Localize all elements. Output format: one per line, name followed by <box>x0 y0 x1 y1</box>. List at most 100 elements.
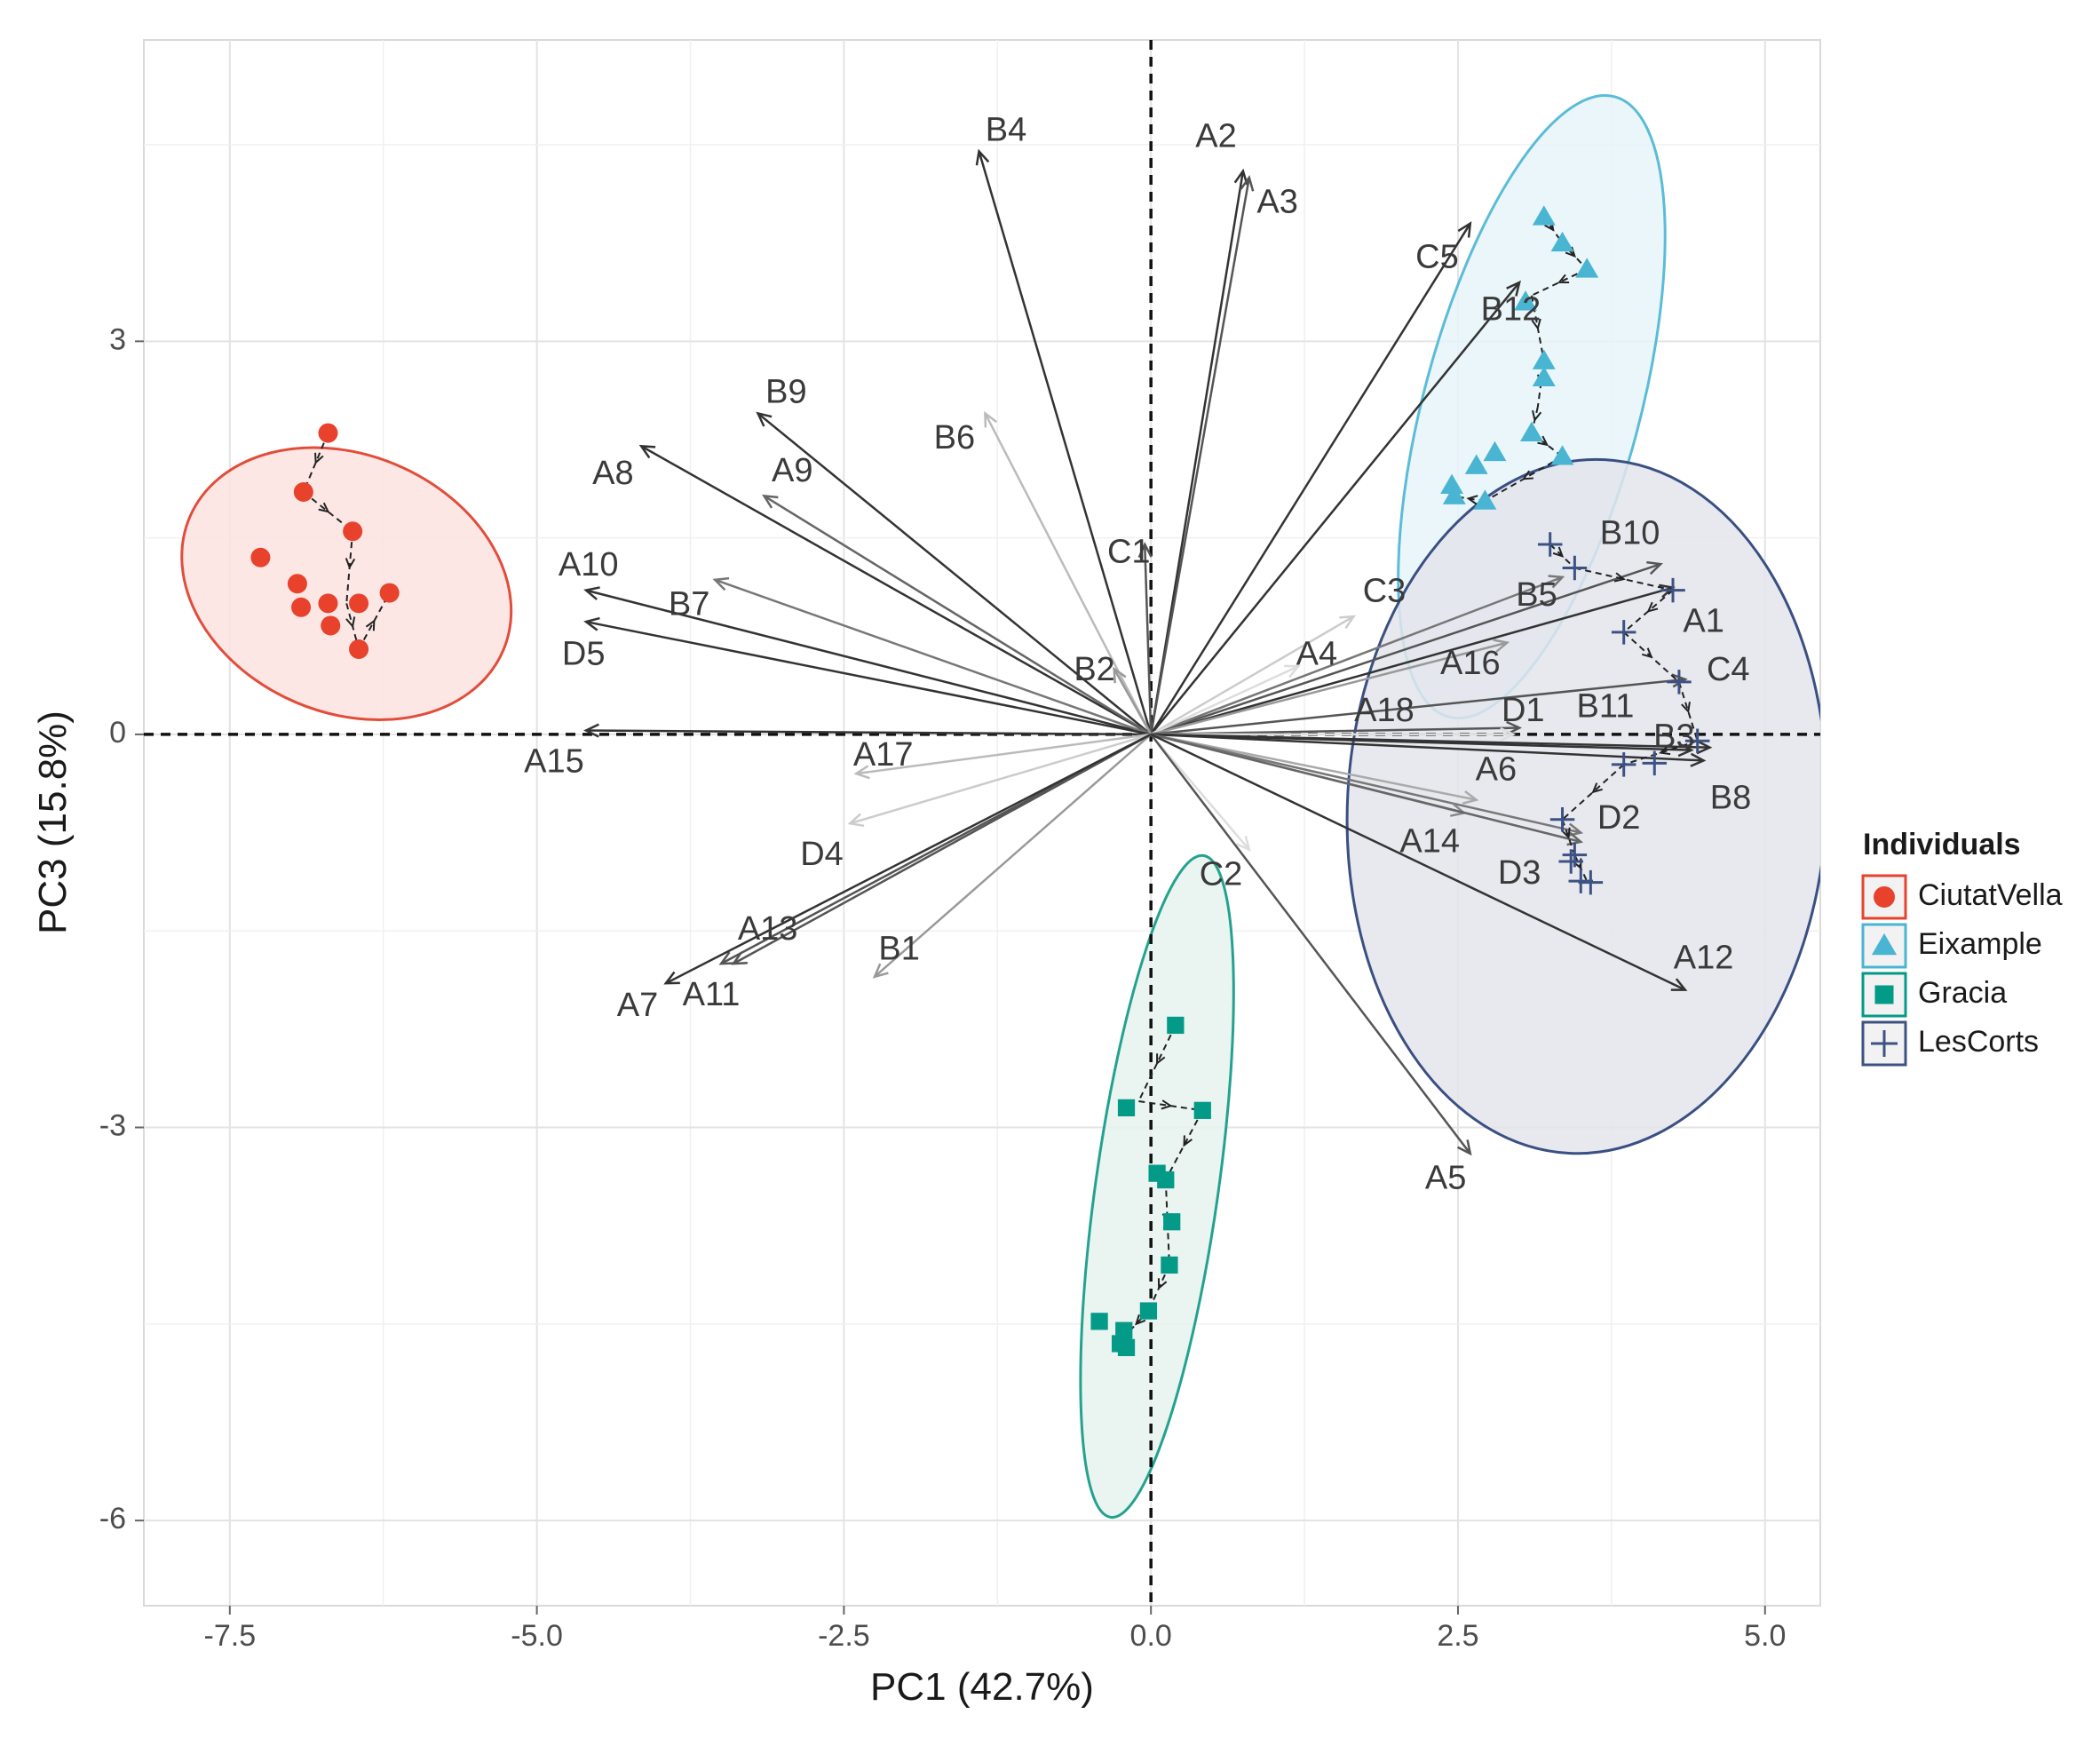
variable-arrow-b3 <box>1151 733 1710 749</box>
variable-arrow-a12 <box>1150 733 1686 991</box>
trajectory-segment-lescorts <box>1561 764 1625 821</box>
variable-arrow-a6 <box>1150 733 1477 801</box>
variable-arrowhead-c1 <box>1137 542 1153 559</box>
trajectory-arrowhead-lescorts <box>1658 745 1671 756</box>
point-lescorts <box>1562 555 1588 581</box>
y-tick-label: 3 <box>109 322 126 356</box>
legend-marker-ciutatvella <box>1874 886 1895 908</box>
variable-label-a8: A8 <box>592 455 633 492</box>
legend-label-lescorts: LesCorts <box>1918 1025 2039 1059</box>
legend-label-gracia: Gracia <box>1918 976 2007 1010</box>
variable-label-a13: A13 <box>738 910 798 948</box>
variable-arrowhead-a7 <box>663 971 680 985</box>
point-gracia <box>1193 1101 1211 1119</box>
variable-arrows <box>583 148 1713 1156</box>
variable-arrowhead-b8 <box>1690 752 1707 767</box>
variable-label-b4: B4 <box>986 111 1026 148</box>
variable-arrow-b4 <box>978 151 1153 735</box>
point-ciutatvella <box>349 639 369 660</box>
trajectory-arrowhead-eixample <box>1557 274 1570 284</box>
variable-arrow-b8 <box>1151 733 1704 762</box>
point-eixample <box>1550 231 1574 252</box>
variable-label-c2: C2 <box>1200 855 1243 893</box>
variable-arrow-a3 <box>1149 177 1251 735</box>
variable-arrowhead-b5 <box>1548 575 1565 589</box>
legend-label-ciutatvella: CiutatVella <box>1918 878 2063 912</box>
point-ciutatvella <box>293 481 313 502</box>
variable-arrow-b9 <box>757 412 1152 735</box>
confidence-ellipse-lescorts <box>1345 457 1820 1155</box>
variable-arrowhead-a6 <box>1462 790 1479 805</box>
variable-arrowhead-b4 <box>975 148 990 166</box>
variable-label-a10: A10 <box>559 546 619 583</box>
variable-arrowhead-d5 <box>583 616 600 631</box>
variable-arrowhead-a9 <box>762 494 779 509</box>
variable-arrow-a15 <box>585 729 1152 736</box>
variable-arrow-b1 <box>874 733 1153 978</box>
variable-label-b3: B3 <box>1653 718 1694 755</box>
point-eixample <box>1483 440 1507 462</box>
y-axis-title: PC3 (15.8%) <box>31 710 75 934</box>
variable-arrowhead-a17 <box>853 765 870 780</box>
legend-marker-lescorts <box>1871 1030 1898 1057</box>
legend-title: Individuals <box>1863 828 2021 861</box>
point-eixample <box>1440 473 1464 495</box>
point-gracia <box>1157 1171 1175 1189</box>
variable-arrowhead-c2 <box>1235 835 1251 852</box>
variable-arrow-c4 <box>1151 678 1685 736</box>
confidence-ellipse-ciutatvella <box>180 446 513 722</box>
x-tick-label: -2.5 <box>818 1619 870 1653</box>
variable-label-a5: A5 <box>1425 1160 1466 1197</box>
point-lescorts <box>1667 670 1692 694</box>
trajectory-arrowhead-gracia <box>1161 1099 1173 1110</box>
variable-arrowhead-b2 <box>1113 666 1127 684</box>
trajectory-arrowhead-lescorts <box>1613 572 1626 583</box>
x-tick-label: 5.0 <box>1744 1619 1786 1653</box>
variable-arrow-a4 <box>1150 665 1299 736</box>
point-ciutatvella <box>287 574 307 594</box>
variable-label-c5: C5 <box>1415 238 1459 275</box>
variable-arrowhead-a2 <box>1233 168 1248 186</box>
variable-label-a15: A15 <box>524 742 584 780</box>
point-lescorts <box>1562 842 1588 868</box>
variable-arrow-a9 <box>763 495 1152 735</box>
point-eixample <box>1532 205 1556 226</box>
reference-lines <box>144 40 1820 1606</box>
trajectory-arrowhead-gracia <box>1156 1053 1166 1066</box>
variable-label-a14: A14 <box>1399 822 1460 860</box>
point-gracia <box>1090 1313 1108 1330</box>
variable-arrow-c3 <box>1150 615 1355 735</box>
variable-label-a17: A17 <box>853 736 914 774</box>
variable-arrowhead-a8 <box>638 444 656 459</box>
variable-arrowhead-b10 <box>1646 560 1663 575</box>
point-ciutatvella <box>250 547 271 567</box>
variable-label-d5: D5 <box>562 635 606 672</box>
variable-arrowhead-b12 <box>1506 280 1521 297</box>
point-lescorts <box>1578 869 1604 895</box>
point-gracia <box>1163 1213 1181 1231</box>
trajectory-segment-lescorts <box>1623 740 1698 766</box>
variable-arrow-d2 <box>1150 733 1581 834</box>
point-ciutatvella <box>349 593 369 614</box>
y-axis: 3 0 -3 -6 <box>99 322 144 1536</box>
variable-arrow-a8 <box>640 445 1152 736</box>
variable-arrowhead-b9 <box>756 411 773 427</box>
variable-arrowhead-c4 <box>1671 673 1688 688</box>
point-gracia <box>1161 1256 1178 1274</box>
variable-label-c1: C1 <box>1107 533 1151 570</box>
point-eixample <box>1442 484 1466 504</box>
variable-label-b11: B11 <box>1577 687 1635 725</box>
variable-arrowhead-d1 <box>1500 726 1517 742</box>
legend: Individuals CiutatVella Eixample Gracia Les… <box>1861 828 2063 1067</box>
variable-arrowhead-b3 <box>1696 740 1713 755</box>
point-lescorts <box>1611 752 1636 777</box>
variable-label-c4: C4 <box>1707 651 1750 688</box>
trajectory-segment-gracia <box>1164 1179 1170 1266</box>
variable-arrowhead-a5 <box>1456 1139 1472 1156</box>
trajectories <box>302 216 1699 1338</box>
variable-label-a3: A3 <box>1256 183 1297 220</box>
variable-label-b10: B10 <box>1600 515 1660 552</box>
trajectory-arrowhead-lescorts <box>1560 827 1571 839</box>
